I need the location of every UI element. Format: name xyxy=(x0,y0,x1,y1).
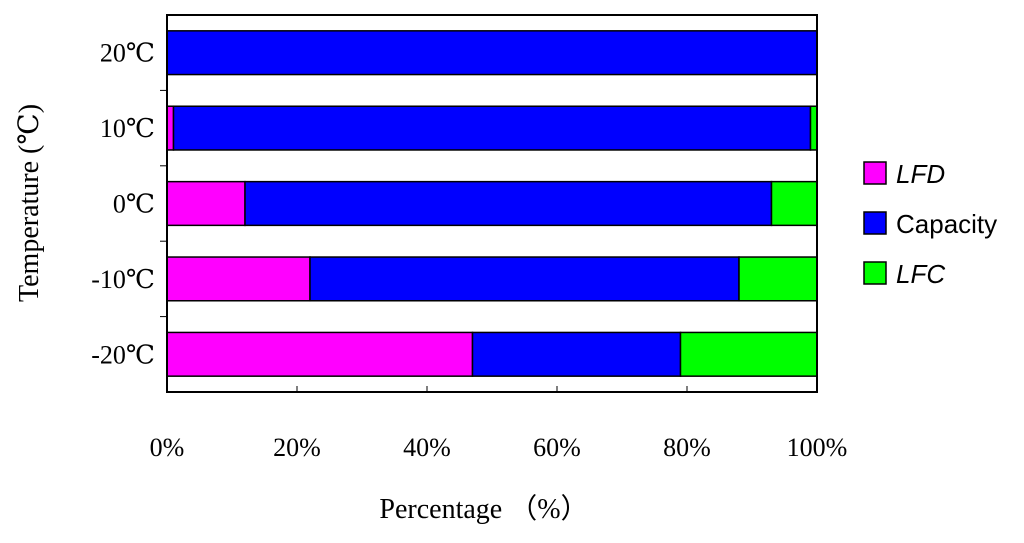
x-ticks: 0% 20% 40% 60% 80% 100% xyxy=(150,386,848,462)
x-tick-label: 20% xyxy=(273,433,321,462)
plot-frame xyxy=(166,14,818,393)
x-tick-label: 40% xyxy=(403,433,451,462)
x-tick-label: 100% xyxy=(787,433,848,462)
y-tick-label: 0℃ xyxy=(113,190,155,219)
bar-capacity-0 xyxy=(471,331,682,377)
bar-capacity-3 xyxy=(172,105,812,151)
y-tick-label: 10℃ xyxy=(100,114,155,143)
legend-label-lfc: LFC xyxy=(896,259,945,289)
bar-lfc-2 xyxy=(770,180,818,227)
y-tick-label: -20℃ xyxy=(91,340,155,369)
x-axis-title: Percentage （%） xyxy=(379,493,588,525)
legend-swatch-lfc xyxy=(863,261,887,285)
y-axis-title: Temperature (℃) xyxy=(14,104,45,302)
legend-swatch-lfd xyxy=(863,161,887,185)
legend: LFD Capacity LFC xyxy=(863,159,997,289)
x-tick-label: 60% xyxy=(533,433,581,462)
bar-lfd-1 xyxy=(166,256,311,302)
bar-lfc-1 xyxy=(738,256,818,302)
bars-layer xyxy=(166,30,818,377)
bar-lfc-0 xyxy=(679,331,818,377)
bar-lfd-0 xyxy=(166,331,474,377)
bar-capacity-4 xyxy=(166,30,818,76)
legend-label-capacity: Capacity xyxy=(896,209,997,239)
bar-capacity-2 xyxy=(244,180,773,227)
legend-swatch-capacity xyxy=(863,211,887,235)
bar-capacity-1 xyxy=(309,256,740,302)
y-tick-label: 20℃ xyxy=(100,39,155,68)
legend-label-lfd: LFD xyxy=(896,159,945,189)
x-tick-label: 80% xyxy=(663,433,711,462)
x-tick-label: 0% xyxy=(150,433,185,462)
y-ticks: -20℃ -10℃ 0℃ 10℃ 20℃ xyxy=(91,39,167,369)
bar-lfd-2 xyxy=(166,180,246,227)
y-tick-label: -10℃ xyxy=(91,265,155,294)
